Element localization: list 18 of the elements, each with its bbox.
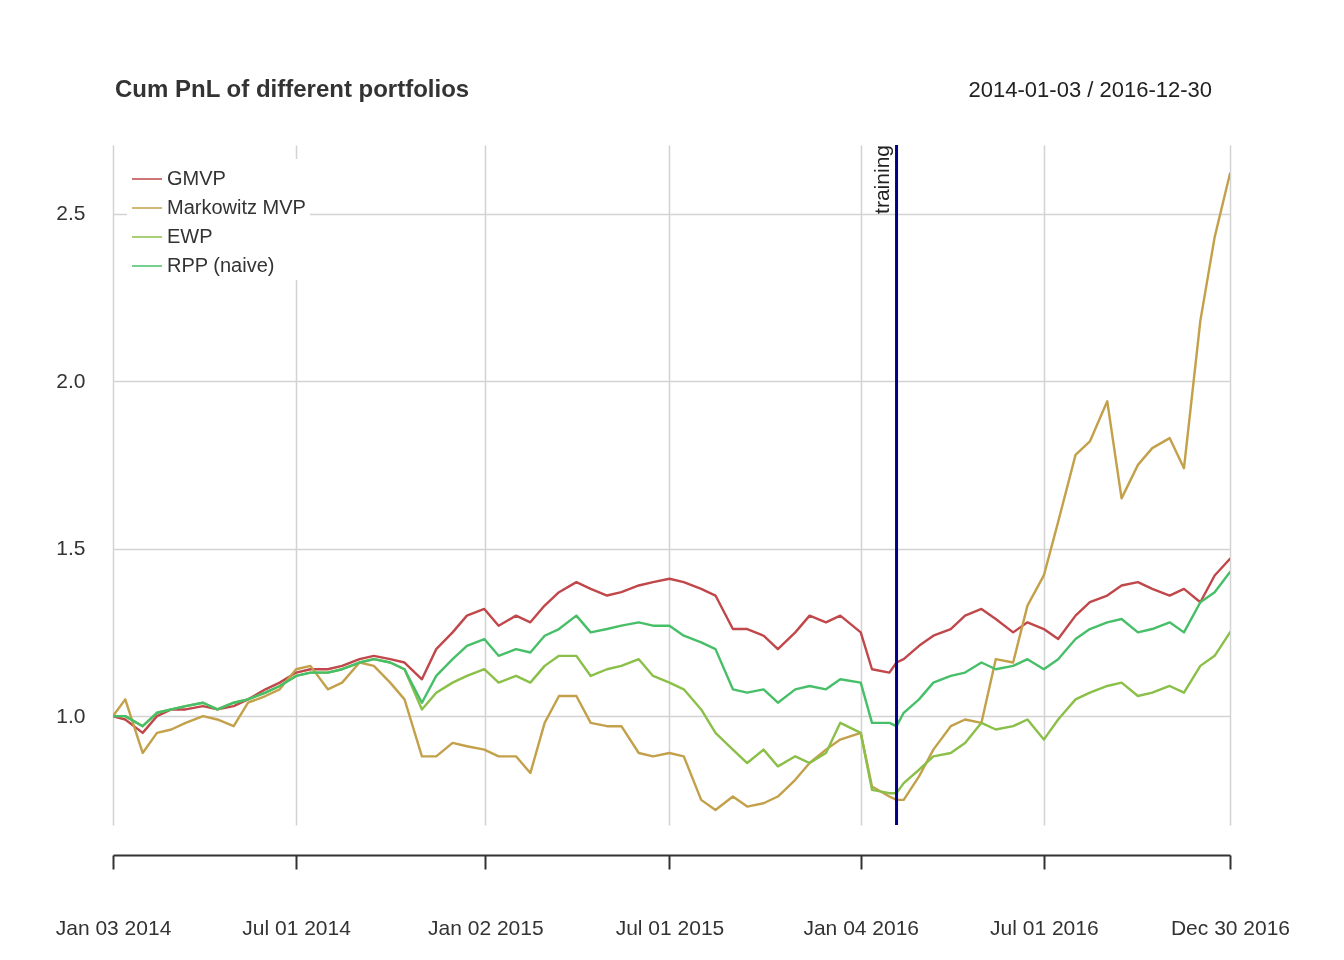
- x-tick-label: Jul 01 2015: [615, 915, 725, 939]
- x-tick-label: Jan 03 2014: [55, 915, 172, 939]
- y-tick-label: 1.0: [56, 703, 86, 727]
- legend-label: GMVP: [167, 167, 226, 189]
- chart-title: Cum PnL of different portfolios: [115, 75, 470, 102]
- x-tick-label: Jul 01 2014: [242, 915, 352, 939]
- x-tick-label: Jul 01 2016: [990, 915, 1099, 939]
- x-tick-label: Dec 30 2016: [1170, 915, 1291, 939]
- y-tick-label: 1.5: [56, 536, 86, 560]
- ref-line-label: training: [869, 145, 893, 214]
- chart-subtitle: 2014-01-03 / 2016-12-30: [968, 77, 1212, 102]
- x-tick-label: Jan 02 2015: [428, 915, 544, 939]
- legend-label: EWP: [167, 225, 213, 247]
- y-tick-label: 2.0: [56, 368, 86, 392]
- legend-label: RPP (naive): [167, 254, 275, 276]
- legend-label: Markowitz MVP: [167, 196, 306, 218]
- y-tick-label: 2.5: [56, 201, 86, 225]
- x-tick-label: Jan 04 2016: [803, 915, 920, 939]
